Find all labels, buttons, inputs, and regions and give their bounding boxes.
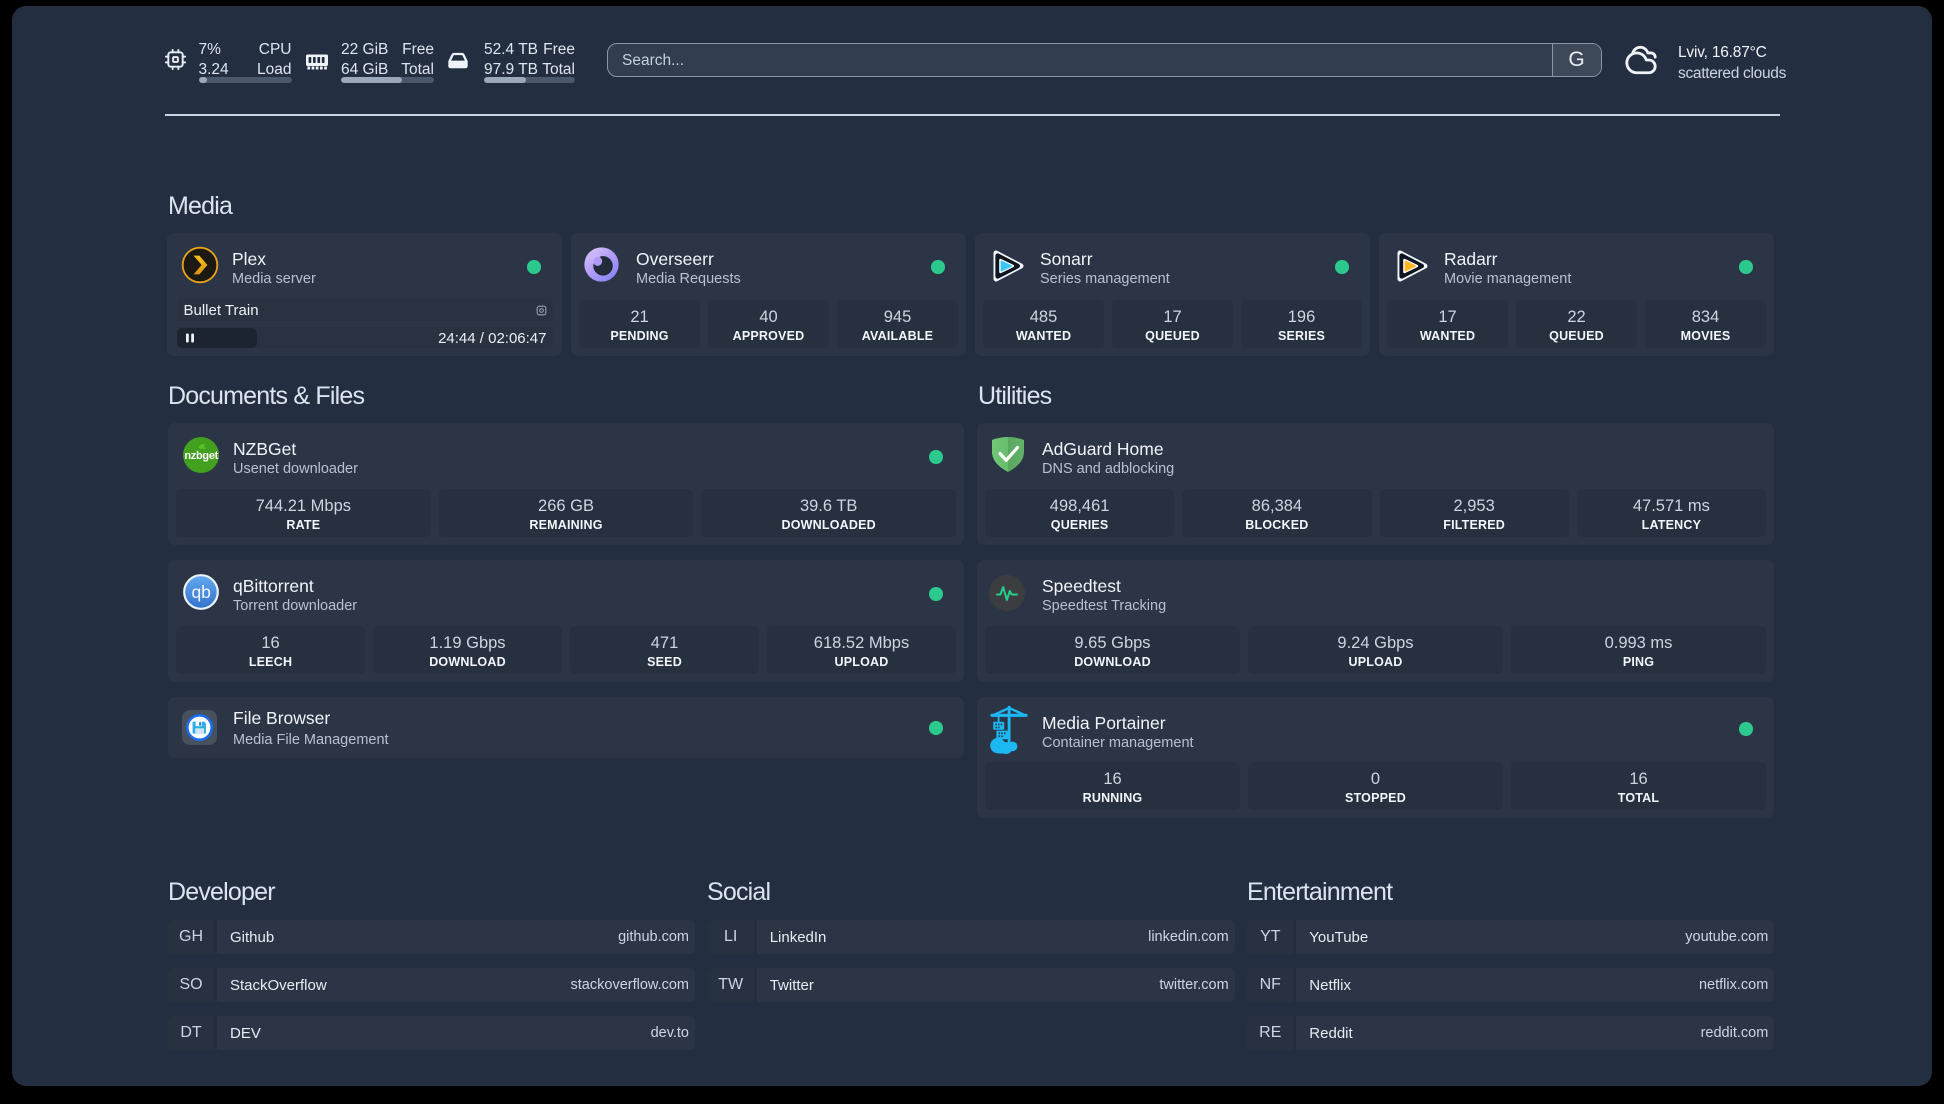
svg-text:nzbget: nzbget [184, 450, 218, 462]
svg-text:qb: qb [191, 582, 210, 602]
